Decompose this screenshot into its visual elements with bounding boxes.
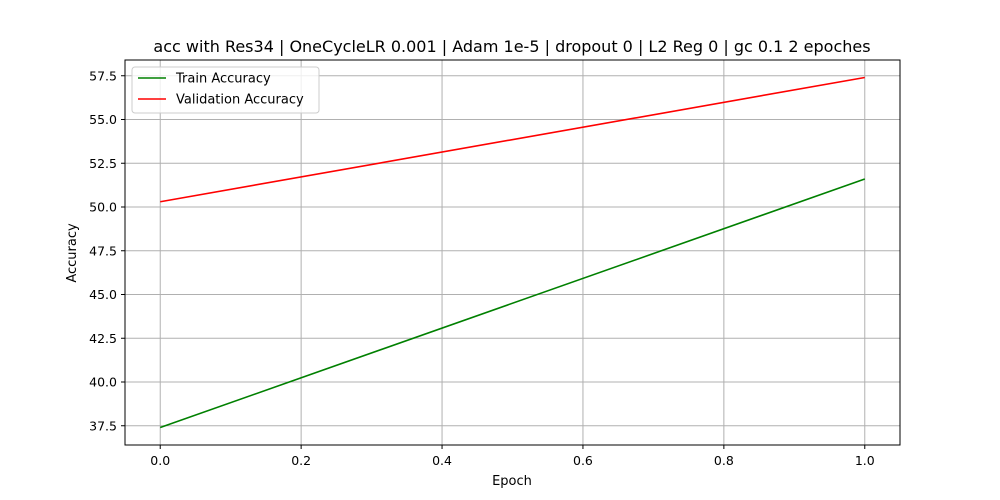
grid bbox=[125, 60, 900, 445]
legend-box bbox=[131, 66, 320, 114]
y-tick-label: 47.5 bbox=[89, 243, 117, 258]
x-tick-label: 0.2 bbox=[291, 453, 311, 468]
legend: Train Accuracy Validation Accuracy bbox=[131, 66, 320, 114]
plot-frame bbox=[124, 59, 901, 446]
x-tick-label: 0.0 bbox=[150, 453, 170, 468]
series-lines bbox=[159, 76, 866, 429]
legend-label-1: Validation Accuracy bbox=[176, 93, 304, 108]
y-axis-ticks: 37.5 40.0 42.5 45.0 47.5 50.0 52.5 55.0 57.5 bbox=[89, 68, 125, 433]
x-tick-label: 0.8 bbox=[714, 453, 734, 468]
series-line-0 bbox=[159, 178, 866, 429]
y-tick-label: 37.5 bbox=[89, 418, 117, 433]
chart-title: acc with Res34 | OneCycleLR 0.001 | Adam… bbox=[153, 37, 870, 56]
x-tick-label: 0.4 bbox=[432, 453, 452, 468]
y-tick-label: 40.0 bbox=[89, 375, 117, 390]
legend-label-0: Train Accuracy bbox=[175, 72, 271, 87]
x-axis-label: Epoch bbox=[492, 474, 532, 489]
y-tick-label: 55.0 bbox=[89, 112, 117, 127]
y-axis-label: Accuracy bbox=[65, 223, 80, 283]
y-tick-label: 50.0 bbox=[89, 200, 117, 215]
y-tick-label: 57.5 bbox=[89, 68, 117, 83]
y-tick-label: 52.5 bbox=[89, 156, 117, 171]
x-tick-label: 1.0 bbox=[855, 453, 875, 468]
y-tick-label: 45.0 bbox=[89, 287, 117, 302]
series-line-1 bbox=[160, 76, 865, 203]
x-tick-label: 0.6 bbox=[573, 453, 593, 468]
x-axis-ticks: 0.0 0.2 0.4 0.6 0.8 1.0 bbox=[150, 445, 875, 468]
y-tick-label: 42.5 bbox=[89, 331, 117, 346]
